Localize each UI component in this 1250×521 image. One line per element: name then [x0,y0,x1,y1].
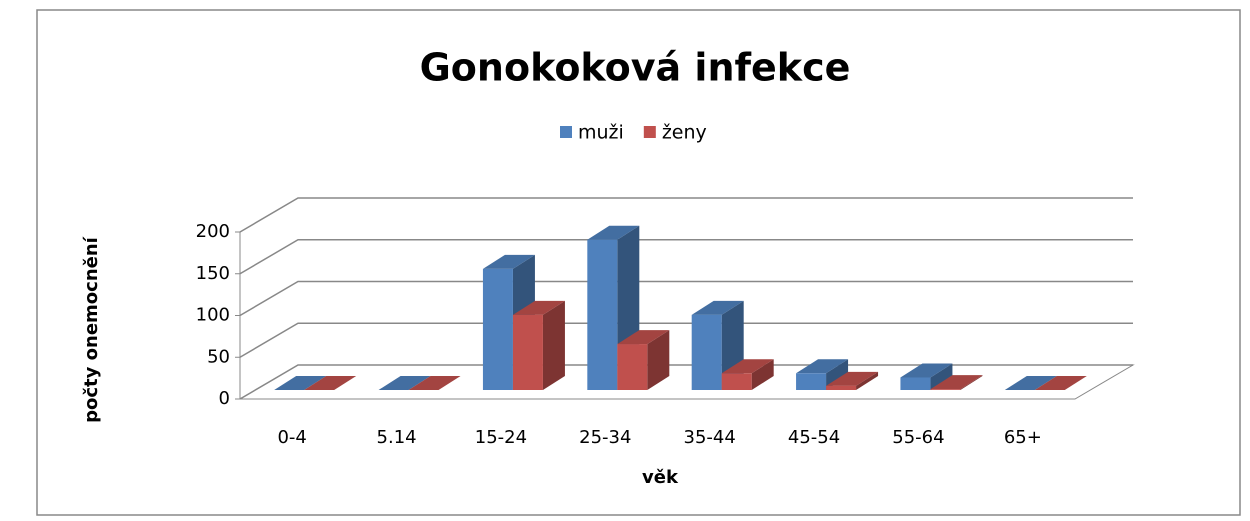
x-axis-label: věk [642,467,679,488]
bar-top [378,376,431,390]
bar [930,389,961,390]
y-tick-label: 0 [219,388,230,409]
y-tick-label: 150 [196,263,230,284]
chart-title: Gonokoková infekce [420,46,851,90]
y-tick-label: 100 [196,305,230,326]
bar-top [796,359,849,374]
bar [587,239,618,390]
y-tick-label: 200 [196,221,230,242]
bar-side [960,375,983,390]
x-tick-label: 25-34 [579,427,631,448]
x-tick-label: 65+ [1004,427,1042,448]
x-tick-label: 15-24 [475,427,527,448]
bar-top [1004,376,1057,390]
bar-top [930,375,983,390]
bar-side [856,371,879,390]
bar [691,314,722,390]
bar [617,344,648,390]
y-tick-label: 50 [207,346,230,367]
bar-side [647,330,670,390]
bar-top [482,254,535,269]
bar [900,377,931,390]
y-axis-label: počty onemocnění [81,236,102,423]
bar-top [1034,376,1087,390]
grid-line [239,364,1133,400]
bar [512,314,543,390]
x-tick-label: 5.14 [377,427,417,448]
bar-top [900,363,953,378]
bar-side [542,300,565,390]
bar [826,385,857,390]
bar-top [512,300,565,315]
bar [796,373,827,390]
x-tick-label: 35-44 [684,427,736,448]
legend-swatch [560,126,572,138]
legend-label: ženy [662,122,707,144]
bar-top [587,225,640,240]
legend-swatch [643,126,656,138]
bar-top [691,300,744,315]
x-tick-label: 0-4 [277,427,306,448]
bar-top [617,330,670,345]
grid-line [239,322,1133,358]
grid-line [239,197,1133,233]
bar [482,268,513,390]
bar-top [274,376,327,390]
bar-top [826,371,879,386]
bar-top [408,376,461,390]
bar-top [304,376,357,390]
bar [721,373,752,390]
bar-side [751,359,774,390]
legend-label: muži [578,122,624,144]
bar-side [930,363,953,390]
x-tick-label: 45-54 [788,427,840,448]
bar-top [721,359,774,374]
grid-line [239,280,1133,317]
grid-line [239,239,1133,275]
x-tick-label: 55-64 [892,427,944,448]
